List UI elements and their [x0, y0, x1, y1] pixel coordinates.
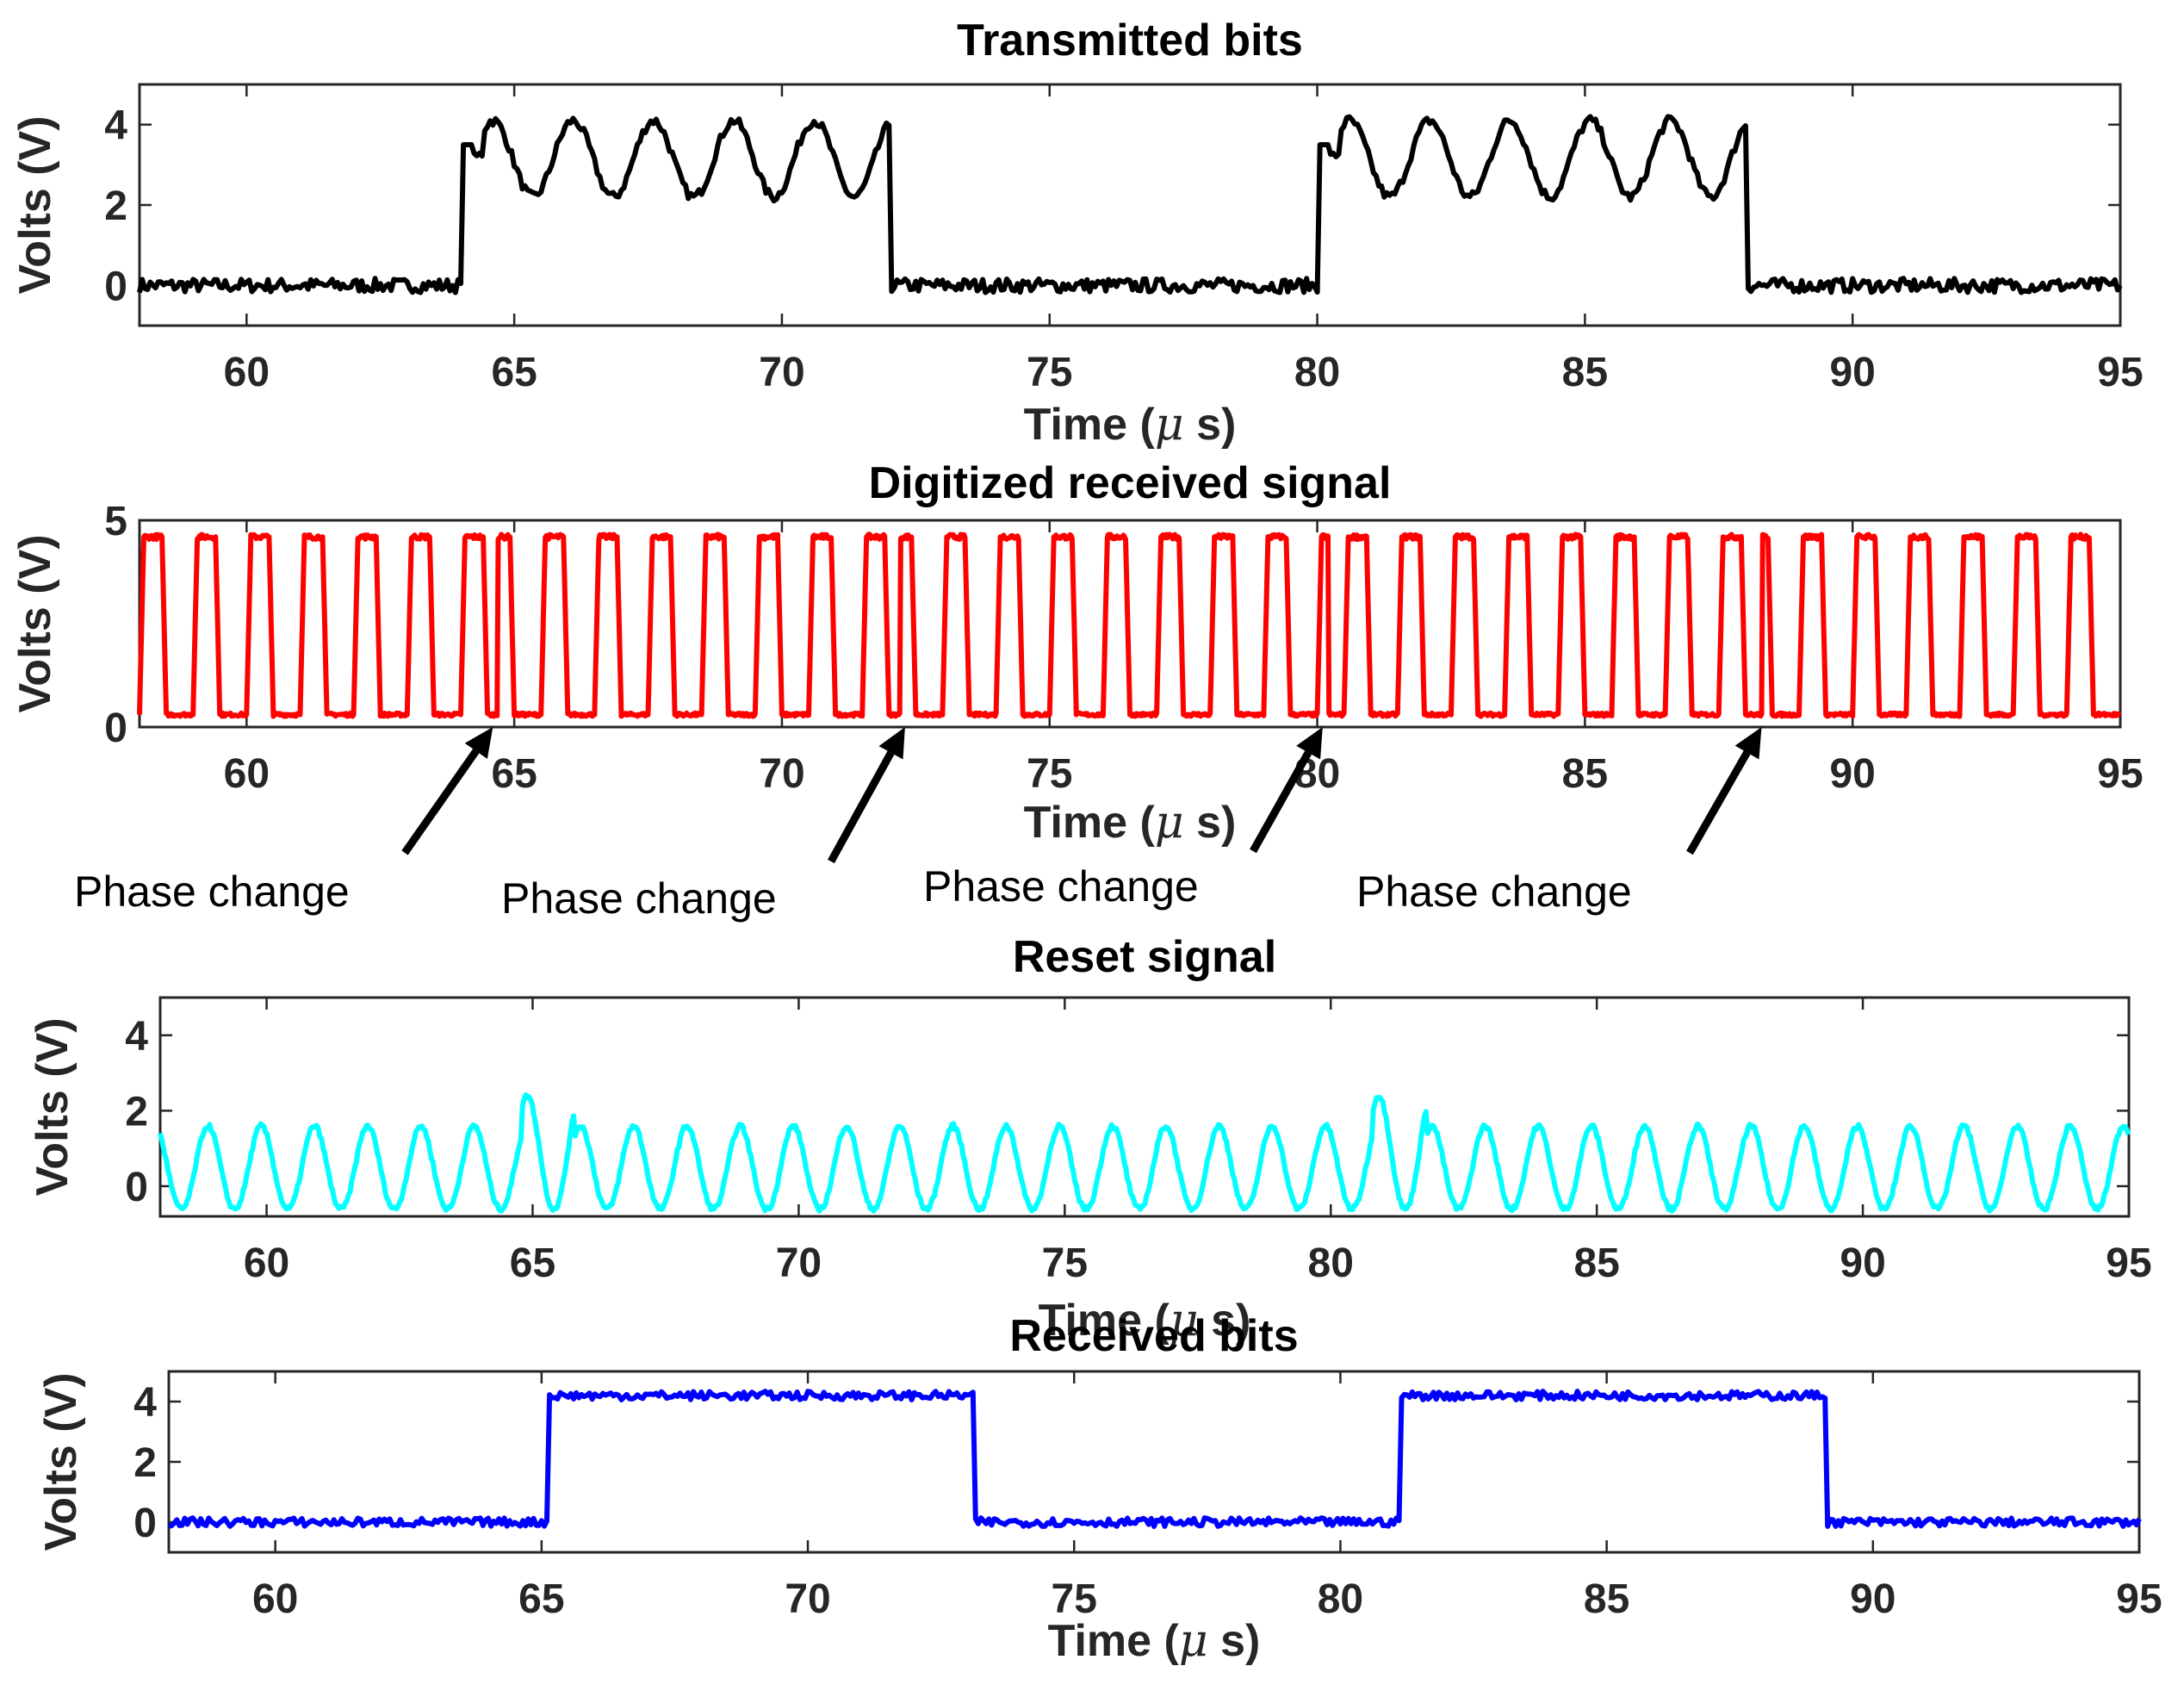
x-tick-label: 90 [1829, 751, 1875, 797]
series-line [158, 1092, 2131, 1214]
annotation-arrow [828, 750, 895, 864]
x-tick-label: 60 [244, 1240, 289, 1286]
x-tick-label: 75 [1027, 350, 1072, 395]
plot-area [158, 996, 2131, 1218]
annotation-arrowhead [878, 727, 905, 760]
annotation-label: Phase change [74, 867, 350, 916]
y-tick-label: 2 [125, 1089, 148, 1135]
y-tick-label: 4 [133, 1380, 157, 1426]
y-axis-label: Volts (V) [36, 1372, 86, 1551]
x-tick-label: 90 [1850, 1576, 1895, 1622]
x-tick-label: 85 [1562, 751, 1608, 797]
annotation-label: Phase change [501, 874, 777, 923]
x-axis-label: Time (μ s) [1039, 1295, 1251, 1346]
x-tick-label: 90 [1829, 350, 1875, 395]
x-tick-label: 70 [759, 350, 804, 395]
annotation-label: Phase change [1356, 867, 1632, 916]
annotation-arrowhead [1734, 727, 1762, 760]
annotation-arrow [401, 749, 480, 855]
x-tick-label: 60 [224, 751, 270, 797]
x-tick-label: 85 [1584, 1576, 1629, 1622]
y-axis-label: Volts (V) [10, 115, 60, 294]
x-tick-label: 75 [1027, 751, 1072, 797]
series-line [137, 532, 2122, 719]
chart-title: Received bits [1009, 1311, 1298, 1361]
y-tick-label: 4 [104, 103, 127, 149]
x-axis-label: Time (μ s) [1048, 1615, 1261, 1667]
x-tick-label: 75 [1052, 1576, 1097, 1622]
y-tick-label: 2 [133, 1440, 157, 1486]
annotation-arrow [1250, 750, 1312, 854]
x-tick-label: 85 [1562, 350, 1608, 395]
x-tick-label: 65 [491, 751, 537, 797]
x-tick-label: 60 [252, 1576, 298, 1622]
x-tick-label: 65 [518, 1576, 564, 1622]
annotation-arrowhead [464, 727, 493, 759]
y-tick-label: 0 [104, 264, 127, 309]
series-line [168, 1389, 2142, 1529]
x-tick-label: 60 [224, 350, 270, 395]
chart-4: Received bits 60 65 70 75 80 85 90 95 0 2 4 Time (μ … [36, 1311, 2162, 1667]
annotation-arrowhead [1296, 727, 1323, 760]
x-tick-label: 65 [510, 1240, 555, 1286]
chart-title: Digitized received signal [869, 458, 1392, 508]
x-tick-label: 70 [776, 1240, 822, 1286]
chart-1: Transmitted bits 60 65 70 75 80 85 90 95 0 2 4 Time … [10, 16, 2144, 451]
chart-title: Reset signal [1013, 932, 1276, 982]
y-tick-label: 2 [104, 183, 127, 229]
x-axis-label: Time (μ s) [1024, 399, 1237, 451]
x-tick-label: 95 [2097, 350, 2143, 395]
x-tick-label: 90 [1840, 1240, 1885, 1286]
chart-3: Reset signal 60 65 70 75 80 85 90 95 0 2 4 Time (μ s… [28, 932, 2152, 1346]
annotation-label: Phase change [923, 862, 1199, 911]
x-tick-label: 95 [2097, 751, 2143, 797]
x-axis-label: Time (μ s) [1024, 797, 1237, 849]
chart-title: Transmitted bits [957, 16, 1303, 65]
y-tick-label: 4 [125, 1014, 148, 1060]
x-tick-label: 95 [2106, 1240, 2151, 1286]
x-tick-label: 75 [1042, 1240, 1088, 1286]
y-axis-label: Volts (V) [10, 534, 60, 712]
y-tick-label: 5 [104, 499, 127, 544]
x-tick-label: 95 [2116, 1576, 2162, 1622]
y-axis-label: Volts (V) [28, 1017, 78, 1196]
x-tick-label: 85 [1573, 1240, 1619, 1286]
y-tick-label: 0 [133, 1501, 157, 1546]
x-tick-label: 65 [491, 350, 537, 395]
series-line [137, 114, 2123, 295]
annotations: Phase change Phase change Phase change Phas… [74, 727, 1762, 923]
x-tick-label: 80 [1294, 350, 1340, 395]
x-tick-label: 80 [1308, 1240, 1354, 1286]
x-tick-label: 70 [759, 751, 804, 797]
x-tick-label: 70 [785, 1576, 830, 1622]
y-tick-label: 0 [125, 1165, 148, 1210]
y-tick-label: 0 [104, 706, 127, 751]
annotation-arrow [1686, 750, 1751, 855]
x-tick-label: 80 [1318, 1576, 1363, 1622]
